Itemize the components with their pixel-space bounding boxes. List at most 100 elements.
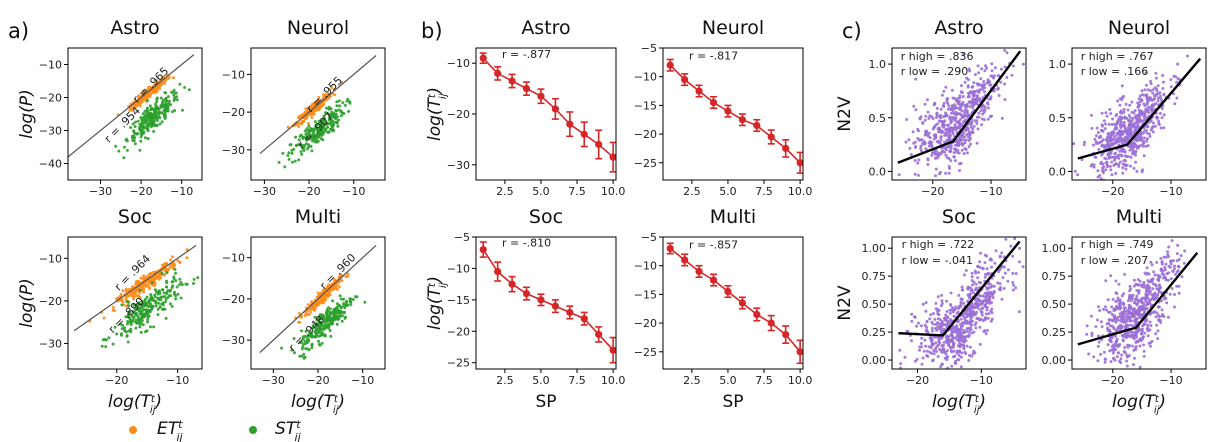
scatter-point: [962, 315, 966, 319]
scatter-point: [1175, 284, 1179, 288]
scatter-point: [133, 142, 137, 146]
scatter-point: [1147, 289, 1151, 293]
scatter-point: [1139, 119, 1143, 123]
scatter-point: [291, 160, 294, 164]
scatter-point: [1175, 270, 1179, 274]
scatter-point: [952, 349, 956, 353]
scatter-point: [1083, 140, 1087, 144]
scatter-point: [1145, 137, 1149, 141]
scatter-point: [1170, 239, 1174, 243]
scatter-point: [971, 283, 975, 287]
scatter-point: [985, 308, 989, 312]
data-point: [738, 116, 746, 124]
scatter-point: [1184, 231, 1187, 234]
y-tick-label: −5: [641, 231, 657, 244]
scatter-point: [163, 295, 167, 299]
scatter-point: [326, 122, 330, 126]
scatter-point: [313, 315, 317, 319]
scatter-point: [966, 84, 970, 88]
scatter-point: [1118, 149, 1122, 153]
scatter-point: [1153, 124, 1157, 128]
scatter-point: [166, 296, 170, 299]
scatter-point: [959, 297, 963, 301]
scatter-point: [1118, 160, 1122, 164]
scatter-point: [976, 265, 980, 268]
scatter-point: [1124, 164, 1128, 168]
scatter-point: [934, 133, 937, 137]
scatter-point: [1145, 102, 1149, 106]
scatter-point: [1092, 165, 1096, 169]
scatter-point: [1121, 171, 1125, 175]
scatter-point: [990, 69, 994, 73]
scatter-point: [1161, 74, 1165, 77]
scatter-point: [1119, 357, 1123, 361]
scatter-point: [1138, 316, 1142, 320]
scatter-point: [322, 315, 326, 319]
scatter-point: [942, 89, 946, 93]
scatter-point: [299, 315, 303, 319]
scatter-point: [1095, 126, 1099, 130]
scatter-point: [1117, 351, 1120, 355]
scatter-point: [1107, 132, 1110, 135]
scatter-point: [1162, 126, 1166, 130]
scatter-point: [913, 145, 917, 149]
scatter-point: [967, 308, 971, 312]
scatter-point: [166, 95, 170, 99]
scatter-point: [1128, 116, 1132, 119]
scatter-point: [165, 271, 169, 275]
scatter-point: [152, 129, 156, 133]
data-point: [695, 87, 703, 95]
scatter-point: [913, 140, 917, 144]
scatter-point: [1140, 89, 1144, 93]
scatter-point: [342, 302, 346, 306]
scatter-point: [1111, 319, 1115, 323]
scatter-point: [283, 165, 287, 169]
scatter-point: [344, 315, 347, 319]
scatter-point: [1137, 97, 1141, 101]
scatter-point: [975, 300, 979, 304]
scatter-point: [156, 111, 159, 115]
scatter-point: [1087, 352, 1091, 356]
scatter-point: [156, 307, 160, 311]
x-tick-label: −20: [1101, 374, 1124, 387]
y-tick-label: 0.75: [862, 270, 887, 283]
scatter-point: [1115, 304, 1118, 308]
scatter-point: [940, 293, 944, 297]
scatter-point: [132, 290, 136, 294]
scatter-point: [986, 80, 990, 84]
scatter-point: [138, 288, 142, 292]
scatter-point: [946, 107, 950, 111]
scatter-point: [1154, 332, 1158, 336]
scatter-point: [1014, 272, 1018, 275]
scatter-point: [286, 125, 290, 129]
scatter-point: [1101, 169, 1105, 173]
scatter-point: [317, 325, 321, 329]
x-tick-label: 10.0: [788, 374, 813, 387]
scatter-point: [967, 294, 971, 298]
scatter-point: [118, 322, 122, 326]
scatter-point: [1155, 89, 1159, 93]
subplot-title: Neurol: [287, 17, 349, 39]
data-point: [709, 98, 718, 107]
y-tick-label: −20: [222, 293, 245, 306]
panel-label-a: a): [8, 19, 29, 43]
scatter-point: [316, 291, 320, 295]
scatter-point: [120, 297, 124, 301]
scatter-point: [1136, 328, 1140, 332]
scatter-point: [129, 320, 133, 324]
scatter-point: [924, 344, 928, 348]
scatter-point: [192, 282, 195, 285]
label-sup: t: [427, 282, 438, 287]
scatter-point: [979, 281, 982, 285]
scatter-point: [972, 81, 976, 85]
scatter-point: [1140, 98, 1144, 102]
scatter-point: [1135, 303, 1139, 307]
label-sup: t: [975, 394, 980, 405]
scatter-point: [971, 291, 975, 295]
scatter-point: [1114, 141, 1118, 145]
scatter-point: [1001, 276, 1005, 280]
scatter-point: [152, 325, 156, 329]
scatter-point: [924, 301, 928, 305]
scatter-point: [1133, 143, 1137, 147]
